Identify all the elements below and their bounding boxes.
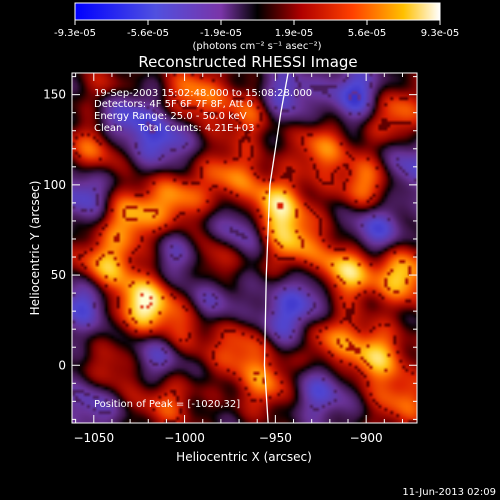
y-axis-label: Heliocentric Y (arcsec) [28, 181, 42, 316]
axis-ticks [72, 73, 417, 423]
footer-timestamp: 11-Jun-2013 02:09 [402, 487, 496, 498]
colorbar-tick-label: -9.3e-05 [54, 28, 96, 39]
x-axis-label: Heliocentric X (arcsec) [176, 450, 312, 464]
colorbar-unit-label: (photons cm⁻² s⁻¹ asec⁻²) [192, 41, 321, 52]
solar-limb-curve [263, 73, 289, 423]
colorbar-tick-label: 9.3e-05 [421, 28, 459, 39]
colorbar-tick-label: 1.9e-05 [275, 28, 313, 39]
x-tick-label: −900 [350, 431, 383, 445]
y-tick-label: 0 [58, 358, 66, 372]
colorbar-tick-label: 5.6e-05 [348, 28, 386, 39]
annotation-energy: Energy Range: 25.0 - 50.0 keV [94, 111, 247, 122]
x-tick-label: −1000 [164, 431, 205, 445]
colorbar [74, 2, 441, 21]
y-tick-labels: 0 50 100 150 [43, 88, 66, 373]
annotation-clean: Clean Total counts: 4.21E+03 [94, 123, 254, 134]
x-tick-label: −950 [259, 431, 292, 445]
y-tick-label: 150 [43, 88, 66, 102]
plot-frame [71, 72, 418, 424]
chart-title: Reconstructed RHESSI Image [138, 53, 357, 71]
colorbar-tick-labels: -9.3e-05 -5.6e-05 -1.9e-05 1.9e-05 5.6e-05 9.… [54, 28, 459, 39]
y-tick-label: 50 [51, 268, 66, 282]
heatmap-image [72, 73, 417, 423]
annotation-time: 19-Sep-2003 15:02:48.000 to 15:08:28.000 [94, 88, 312, 99]
x-tick-label: −1050 [73, 431, 114, 445]
colorbar-tick-label: -1.9e-05 [200, 28, 242, 39]
colorbar-tick-label: -5.6e-05 [127, 28, 169, 39]
y-tick-label: 100 [43, 178, 66, 192]
annotation-block: 19-Sep-2003 15:02:48.000 to 15:08:28.000… [94, 88, 312, 134]
colorbar-ticks [74, 20, 441, 25]
annotation-detectors: Detectors: 4F 5F 6F 7F 8F, Att 0 [94, 99, 253, 110]
x-tick-labels: −1050 −1000 −950 −900 [73, 431, 382, 445]
peak-position-label: Position of Peak = [-1020,32] [94, 399, 240, 410]
